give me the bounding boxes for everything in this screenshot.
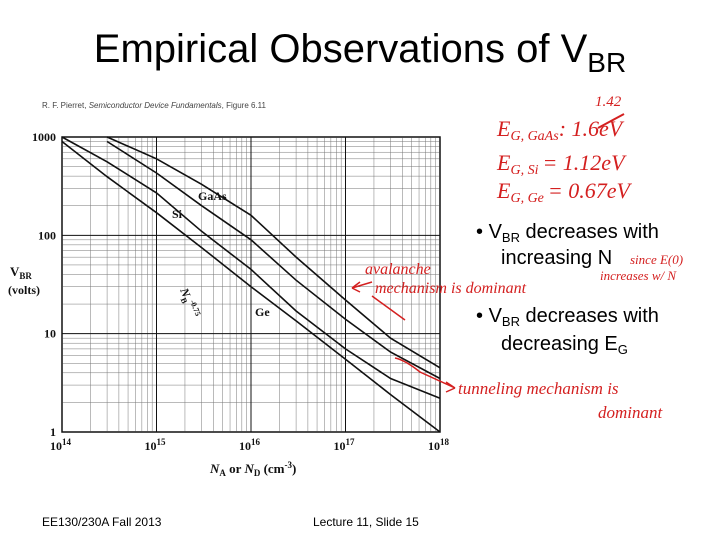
x-tick-exp: 16 [251,437,261,447]
series-line [106,136,441,369]
footer-center: Lecture 11, Slide 15 [313,515,419,529]
x-tick-exp: 18 [440,437,450,447]
y-tick-label: 100 [38,228,56,242]
series-name-sub: B [179,297,190,306]
gap-si: EG, Si = 1.12eV [496,150,627,178]
gap-gaas-correction: 1.42 [595,94,622,110]
x-tick-exp: 17 [346,437,356,447]
x-tick-label: 1015 [145,437,167,453]
bullet-2-line2: decreasing EG [501,333,628,357]
series-line [106,140,441,380]
since-note: since E(0) [630,252,683,267]
y-axis-units: (volts) [8,283,40,297]
x-tick-base: 10 [334,439,346,453]
x-tick-base: 10 [428,439,440,453]
series-name: Ge [255,305,270,319]
x-tick-label: 1018 [428,437,450,453]
slide-title: Empirical Observations of VBR [94,27,626,78]
series-label: GaAs [198,189,227,203]
bullet-1-line2: increasing N [501,247,612,269]
arrow [394,357,456,393]
y-axis-label: VBR [10,264,32,281]
tunnel-note: tunneling mechanism is [458,379,619,398]
x-tick-exp: 15 [157,437,167,447]
x-axis-label: NA or ND (cm-3) [209,460,296,478]
since-note-2: increases w/ N [600,268,677,283]
series-name: Si [172,207,183,221]
strike [597,113,625,129]
y-tick-label: 10 [44,327,56,341]
x-tick-label: 1016 [239,437,261,453]
series-name: GaAs [198,189,227,203]
x-tick-label: 1017 [334,437,356,453]
arrow [351,281,373,293]
avalanche-note-2: mechanism is dominant [375,280,527,297]
series-label: Si [172,207,183,221]
x-tick-base: 10 [239,439,251,453]
y-tick-label: 1 [50,425,56,439]
x-tick-base: 10 [145,439,157,453]
series-label: Ge [255,305,270,319]
x-tick-base: 10 [50,439,62,453]
arrow [371,295,406,321]
x-tick-exp: 14 [62,437,72,447]
series-line [61,136,441,400]
footer-left: EE130/230A Fall 2013 [42,515,162,529]
x-tick-label: 1014 [50,437,72,453]
tunnel-note-2: dominant [598,403,664,422]
citation: R. F. Pierret, Semiconductor Device Fund… [42,101,267,110]
gap-ge: EG, Ge = 0.67eV [496,178,633,206]
series-line [61,140,441,433]
avalanche-note: avalanche [365,261,431,278]
y-tick-label: 1000 [32,130,56,144]
